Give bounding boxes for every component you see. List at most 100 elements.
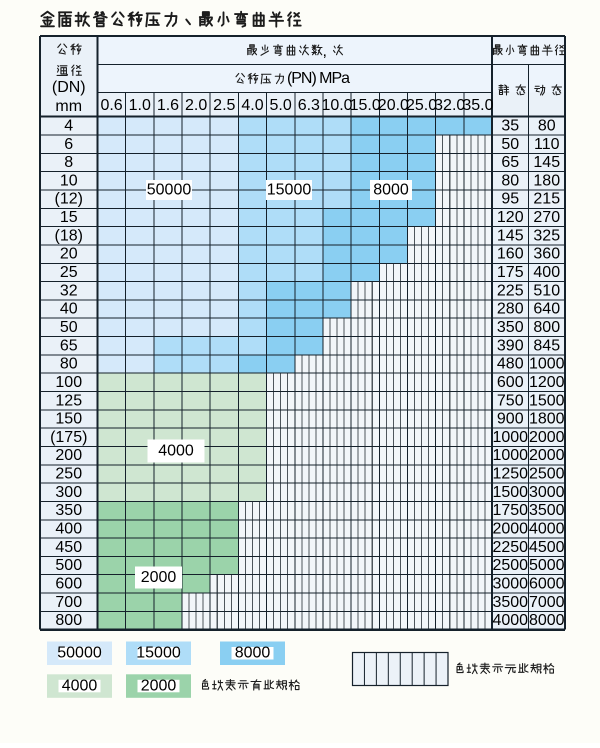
svg-text:32.0: 32.0 bbox=[434, 97, 465, 114]
svg-text:450: 450 bbox=[55, 539, 82, 556]
svg-text:50: 50 bbox=[60, 319, 78, 336]
svg-text:4000: 4000 bbox=[158, 442, 194, 459]
svg-text:3500: 3500 bbox=[529, 502, 565, 519]
svg-text:3000: 3000 bbox=[492, 575, 528, 592]
svg-text:6: 6 bbox=[64, 136, 73, 153]
svg-text:800: 800 bbox=[55, 612, 82, 629]
svg-text:65: 65 bbox=[60, 337, 78, 354]
svg-text:2000: 2000 bbox=[529, 447, 565, 464]
svg-text:145: 145 bbox=[533, 154, 560, 171]
svg-text:4000: 4000 bbox=[492, 612, 528, 629]
svg-text:25: 25 bbox=[60, 264, 78, 281]
svg-text:6.3: 6.3 bbox=[298, 97, 320, 114]
svg-text:8000: 8000 bbox=[529, 612, 565, 629]
svg-text:1000: 1000 bbox=[492, 447, 528, 464]
svg-text:(PN) MPa: (PN) MPa bbox=[287, 70, 350, 87]
svg-text:65: 65 bbox=[501, 154, 519, 171]
svg-text:4: 4 bbox=[64, 117, 73, 134]
svg-text:4500: 4500 bbox=[529, 539, 565, 556]
svg-text:350: 350 bbox=[497, 319, 524, 336]
svg-text:845: 845 bbox=[533, 337, 560, 354]
svg-text:1800: 1800 bbox=[529, 411, 565, 428]
svg-text:215: 215 bbox=[533, 191, 560, 208]
svg-text:100: 100 bbox=[55, 374, 82, 391]
svg-text:10: 10 bbox=[60, 172, 78, 189]
svg-text:8000: 8000 bbox=[235, 645, 271, 662]
svg-text:1.0: 1.0 bbox=[129, 97, 151, 114]
svg-text:2000: 2000 bbox=[529, 429, 565, 446]
svg-text:2500: 2500 bbox=[529, 466, 565, 483]
svg-text:1200: 1200 bbox=[529, 374, 565, 391]
svg-text:200: 200 bbox=[55, 447, 82, 464]
svg-text:175: 175 bbox=[497, 264, 524, 281]
svg-text:(DN): (DN) bbox=[52, 79, 86, 96]
svg-text:150: 150 bbox=[55, 411, 82, 428]
svg-text:10.0: 10.0 bbox=[321, 97, 352, 114]
svg-text:95: 95 bbox=[501, 191, 519, 208]
svg-text:7000: 7000 bbox=[529, 594, 565, 611]
svg-text:80: 80 bbox=[538, 117, 556, 134]
svg-text:15: 15 bbox=[60, 209, 78, 226]
svg-text:15.0: 15.0 bbox=[350, 97, 381, 114]
svg-text:0.6: 0.6 bbox=[100, 97, 122, 114]
svg-text:1750: 1750 bbox=[492, 502, 528, 519]
svg-text:600: 600 bbox=[497, 374, 524, 391]
svg-text:35.0: 35.0 bbox=[462, 97, 493, 114]
svg-text:1500: 1500 bbox=[529, 392, 565, 409]
svg-text:145: 145 bbox=[497, 227, 524, 244]
svg-text:700: 700 bbox=[55, 594, 82, 611]
svg-text:3500: 3500 bbox=[492, 594, 528, 611]
svg-text:32: 32 bbox=[60, 282, 78, 299]
svg-text:250: 250 bbox=[55, 466, 82, 483]
svg-text:160: 160 bbox=[497, 246, 524, 263]
svg-text:8000: 8000 bbox=[373, 181, 409, 198]
svg-text:400: 400 bbox=[533, 264, 560, 281]
svg-text:2.0: 2.0 bbox=[185, 97, 207, 114]
svg-text:8: 8 bbox=[64, 154, 73, 171]
svg-text:,: , bbox=[323, 43, 327, 60]
svg-text:900: 900 bbox=[497, 411, 524, 428]
svg-text:120: 120 bbox=[497, 209, 524, 226]
svg-text:500: 500 bbox=[55, 557, 82, 574]
svg-text:225: 225 bbox=[497, 282, 524, 299]
svg-text:1000: 1000 bbox=[529, 356, 565, 373]
svg-text:1250: 1250 bbox=[492, 466, 528, 483]
svg-text:280: 280 bbox=[497, 301, 524, 318]
svg-text:80: 80 bbox=[60, 356, 78, 373]
svg-text:40: 40 bbox=[60, 301, 78, 318]
svg-text:50000: 50000 bbox=[57, 645, 102, 662]
svg-text:(18): (18) bbox=[55, 227, 83, 244]
svg-text:2000: 2000 bbox=[141, 677, 177, 694]
svg-text:2000: 2000 bbox=[141, 569, 177, 586]
svg-text:3000: 3000 bbox=[529, 484, 565, 501]
svg-text:2000: 2000 bbox=[492, 521, 528, 538]
svg-text:270: 270 bbox=[533, 209, 560, 226]
svg-text:110: 110 bbox=[534, 136, 560, 153]
svg-text:300: 300 bbox=[55, 484, 82, 501]
svg-text:125: 125 bbox=[55, 392, 82, 409]
svg-text:480: 480 bbox=[497, 356, 524, 373]
svg-text:20: 20 bbox=[60, 246, 78, 263]
svg-text:5.0: 5.0 bbox=[270, 97, 292, 114]
svg-text:180: 180 bbox=[533, 172, 560, 189]
svg-text:510: 510 bbox=[533, 282, 560, 299]
svg-text:15000: 15000 bbox=[267, 181, 312, 198]
svg-text:5000: 5000 bbox=[529, 557, 565, 574]
svg-text:15000: 15000 bbox=[136, 645, 181, 662]
svg-text:2.5: 2.5 bbox=[213, 97, 235, 114]
svg-text:600: 600 bbox=[55, 575, 82, 592]
svg-text:325: 325 bbox=[533, 227, 560, 244]
svg-text:6000: 6000 bbox=[529, 575, 565, 592]
svg-text:35: 35 bbox=[501, 117, 519, 134]
svg-text:800: 800 bbox=[533, 319, 560, 336]
svg-text:1.6: 1.6 bbox=[157, 97, 179, 114]
svg-text:20.0: 20.0 bbox=[378, 97, 409, 114]
svg-text:390: 390 bbox=[497, 337, 524, 354]
svg-text:25.0: 25.0 bbox=[406, 97, 437, 114]
svg-text:4.0: 4.0 bbox=[241, 97, 263, 114]
svg-text:(12): (12) bbox=[55, 191, 83, 208]
svg-text:1500: 1500 bbox=[492, 484, 528, 501]
svg-text:4000: 4000 bbox=[62, 677, 98, 694]
svg-text:50000: 50000 bbox=[147, 181, 192, 198]
svg-text:360: 360 bbox=[533, 246, 560, 263]
